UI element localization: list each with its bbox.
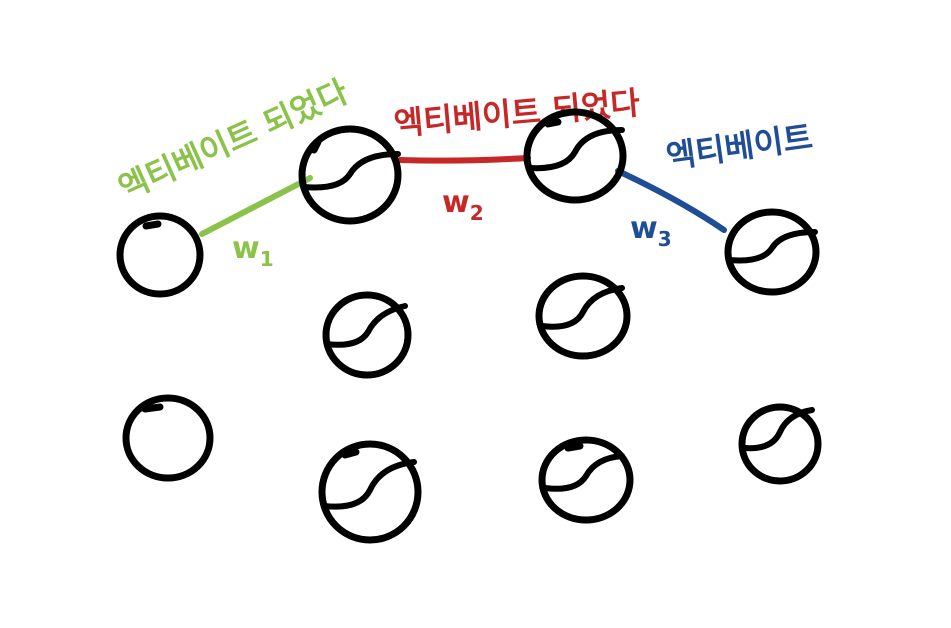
weight-w2-label: w2 xyxy=(442,185,484,225)
node-n3 xyxy=(523,108,627,204)
edge-w2 xyxy=(397,155,531,164)
node-n6 xyxy=(535,272,631,360)
node-n7 xyxy=(122,394,214,482)
edge-w3-label: 엑티베이트 xyxy=(664,118,815,176)
edge-w1 xyxy=(199,175,313,237)
node-n8 xyxy=(318,440,422,544)
edge-w3 xyxy=(615,168,727,233)
node-n4 xyxy=(724,208,820,296)
weight-w3-label: w3 xyxy=(630,211,672,251)
node-n9 xyxy=(538,436,634,524)
weight-w1-label: w1 xyxy=(232,231,274,271)
node-n1 xyxy=(116,212,204,298)
node-n5 xyxy=(322,291,412,379)
node-n2 xyxy=(298,125,402,225)
node-n10 xyxy=(738,403,822,485)
